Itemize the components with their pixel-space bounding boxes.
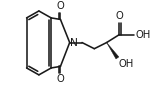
Text: O: O xyxy=(57,1,64,11)
Polygon shape xyxy=(107,42,119,59)
Text: OH: OH xyxy=(119,59,134,69)
Text: OH: OH xyxy=(135,30,150,40)
Text: O: O xyxy=(115,11,123,21)
Text: O: O xyxy=(57,74,64,84)
Text: N: N xyxy=(70,38,78,48)
